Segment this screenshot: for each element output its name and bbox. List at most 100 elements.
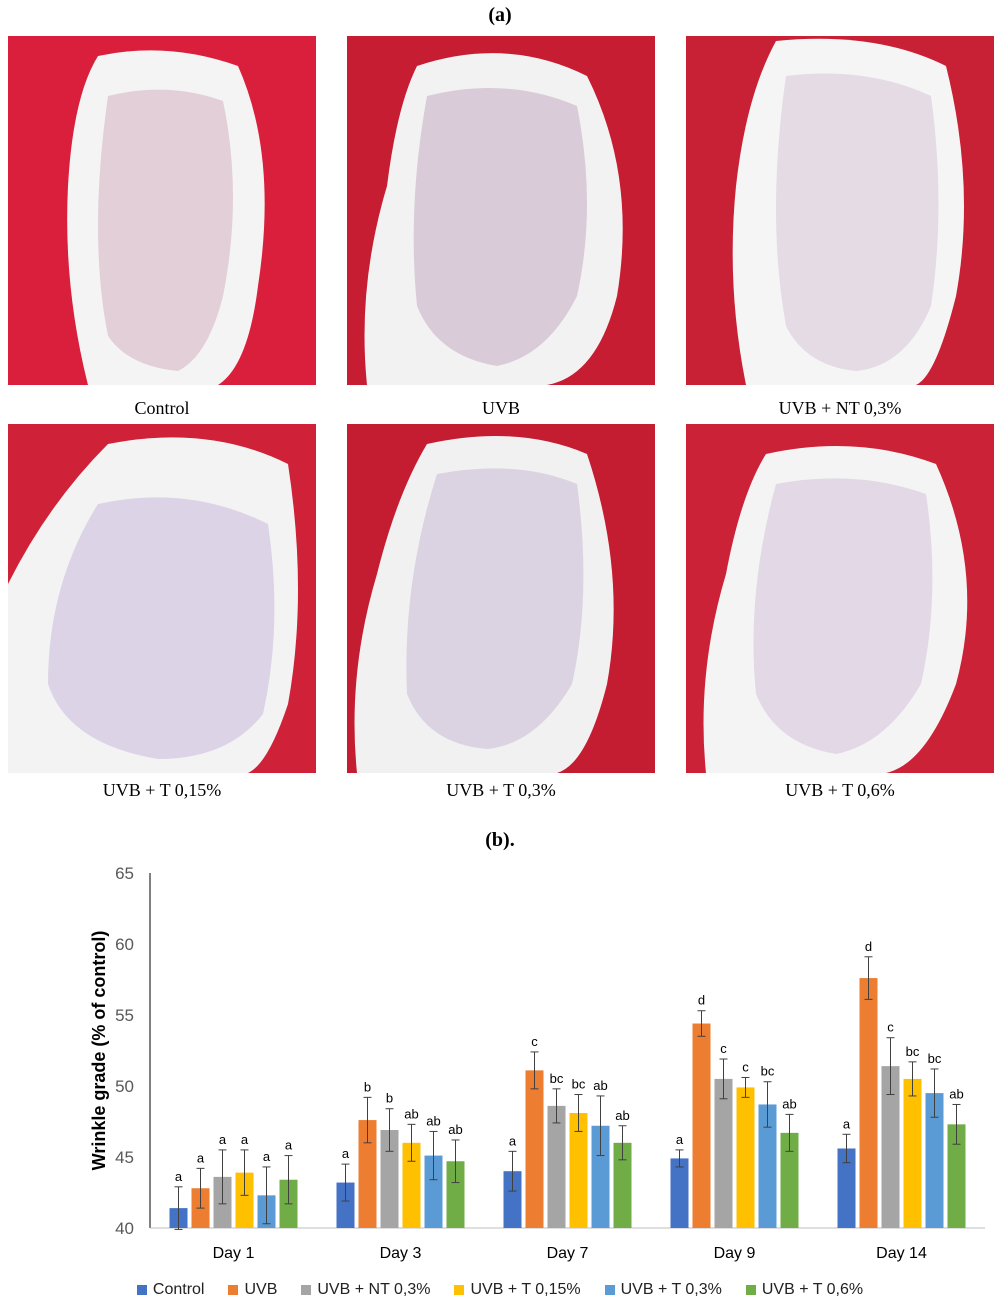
significance-label: bc <box>572 1077 586 1092</box>
x-tick-label: Day 3 <box>380 1245 422 1262</box>
bar <box>547 1105 566 1228</box>
significance-label: a <box>197 1150 205 1165</box>
bar <box>925 1093 944 1228</box>
legend-label: UVB + T 0,6% <box>761 1281 864 1298</box>
x-tick-label: Day 7 <box>547 1245 589 1262</box>
photo-caption: UVB + T 0,15% <box>102 780 222 800</box>
significance-label: a <box>843 1116 851 1131</box>
bar <box>569 1112 588 1228</box>
significance-label: a <box>509 1133 517 1148</box>
photo-caption: UVB + T 0,6% <box>785 780 895 800</box>
bar <box>947 1124 966 1228</box>
bar <box>336 1182 355 1228</box>
mouse-photo-uvb-nt-03 <box>686 36 994 385</box>
bar <box>692 1023 711 1228</box>
bar <box>714 1078 733 1228</box>
legend-item: UVB + T 0,6% <box>745 1281 864 1299</box>
legend-item: UVB + T 0,3% <box>604 1281 722 1299</box>
y-tick-label: 50 <box>115 1077 134 1096</box>
significance-label: a <box>285 1138 293 1153</box>
panel-a-label: (a) <box>488 4 512 26</box>
legend-label: Control <box>152 1281 205 1298</box>
photo-caption: UVB + NT 0,3% <box>778 398 902 418</box>
bar <box>881 1066 900 1228</box>
legend-swatch <box>454 1285 465 1295</box>
bar <box>402 1142 421 1228</box>
mouse-photo-control <box>8 36 316 385</box>
wrinkle-grade-bar-chart: 40 45 50 55 60 65 Wrinkle grade (% of control)… <box>89 864 985 1262</box>
legend-swatch <box>745 1285 756 1295</box>
bar <box>758 1104 777 1228</box>
mouse-photo-uvb-t-015 <box>8 424 316 773</box>
significance-label: d <box>698 993 705 1008</box>
significance-label: c <box>720 1041 727 1056</box>
bar <box>358 1120 377 1228</box>
panel-b-label: (b). <box>485 829 515 851</box>
legend-item: UVB + NT 0,3% <box>301 1281 430 1299</box>
bar <box>859 978 878 1228</box>
significance-label: ab <box>615 1108 629 1123</box>
significance-label: bc <box>906 1044 920 1059</box>
x-tick-label: Day 9 <box>714 1245 756 1262</box>
significance-label: bc <box>550 1071 564 1086</box>
significance-label: bc <box>761 1064 775 1079</box>
mouse-photo-uvb-t-03 <box>347 424 655 773</box>
bar <box>503 1171 522 1228</box>
bar <box>424 1155 443 1228</box>
bar <box>780 1132 799 1228</box>
legend-label: UVB + T 0,3% <box>620 1281 722 1298</box>
y-tick-label: 65 <box>115 864 134 883</box>
significance-label: ab <box>782 1096 796 1111</box>
significance-label: b <box>364 1079 371 1094</box>
mouse-photo-uvb-t-06 <box>686 424 994 773</box>
significance-label: ab <box>426 1113 440 1128</box>
bar <box>525 1070 544 1228</box>
significance-label: a <box>676 1132 684 1147</box>
significance-label: c <box>531 1034 538 1049</box>
legend-item: UVB + T 0,15% <box>454 1281 581 1299</box>
significance-label: b <box>386 1091 393 1106</box>
significance-label: a <box>342 1146 350 1161</box>
y-tick-label: 60 <box>115 935 134 954</box>
significance-label: ab <box>593 1078 607 1093</box>
bar <box>670 1158 689 1228</box>
significance-label: ab <box>448 1122 462 1137</box>
bar <box>837 1148 856 1228</box>
legend-label: UVB <box>244 1281 278 1298</box>
significance-label: a <box>241 1132 249 1147</box>
legend-swatch <box>604 1285 615 1295</box>
y-axis-title: Wrinkle grade (% of control) <box>89 931 109 1171</box>
significance-label: ab <box>404 1106 418 1121</box>
chart-legend: Control UVB UVB + NT 0,3% UVB + T 0,15% UVB … <box>0 1281 1000 1299</box>
bar <box>446 1161 465 1228</box>
bar <box>235 1172 254 1228</box>
legend-label: UVB + NT 0,3% <box>317 1281 431 1298</box>
significance-label: a <box>175 1169 183 1184</box>
bar <box>903 1078 922 1228</box>
y-tick-label: 40 <box>115 1219 134 1238</box>
bar <box>736 1087 755 1228</box>
significance-label: bc <box>928 1051 942 1066</box>
legend-item: UVB <box>228 1281 277 1299</box>
bar <box>613 1142 632 1228</box>
legend-item: Control <box>136 1281 205 1299</box>
bar <box>591 1125 610 1228</box>
bar <box>380 1130 399 1228</box>
significance-label: c <box>742 1059 749 1074</box>
photo-caption: UVB <box>481 398 520 418</box>
photo-caption: Control <box>134 398 190 418</box>
significance-label: ab <box>949 1086 963 1101</box>
x-tick-label: Day 1 <box>213 1245 255 1262</box>
mouse-photo-uvb <box>347 36 655 385</box>
significance-label: a <box>263 1149 271 1164</box>
photo-caption: UVB + T 0,3% <box>446 780 556 800</box>
y-tick-label: 55 <box>115 1006 134 1025</box>
legend-swatch <box>301 1285 312 1295</box>
significance-label: c <box>887 1020 894 1035</box>
significance-label: d <box>865 939 872 954</box>
legend-swatch <box>136 1285 147 1295</box>
y-tick-label: 45 <box>115 1148 134 1167</box>
legend-swatch <box>228 1285 239 1295</box>
legend-label: UVB + T 0,15% <box>470 1281 581 1298</box>
x-tick-label: Day 14 <box>876 1245 927 1262</box>
